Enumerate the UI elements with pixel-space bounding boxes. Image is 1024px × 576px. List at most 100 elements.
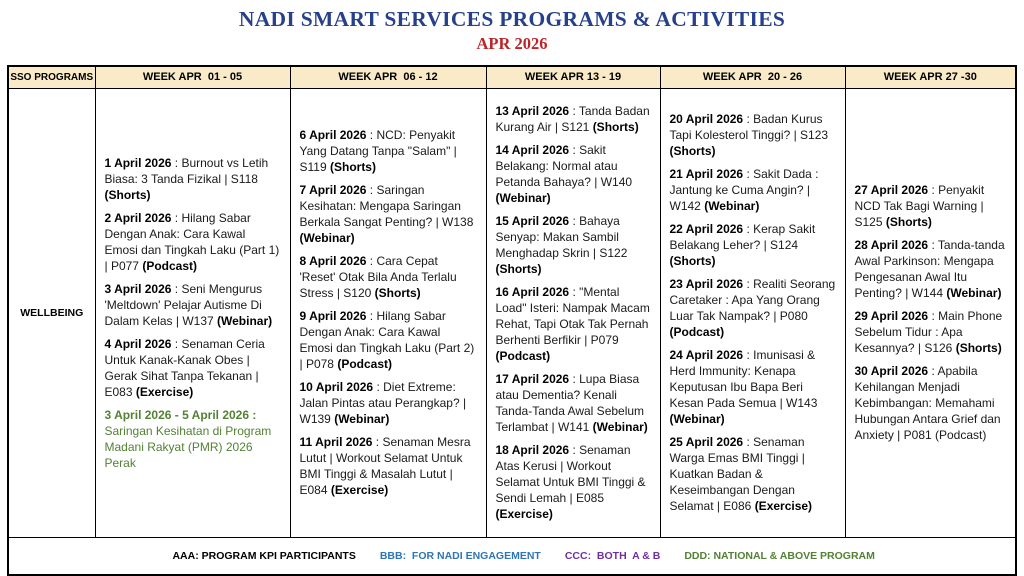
event-desc: : Main Phone Sebelum Tidur : Apa Kesanny… bbox=[854, 309, 1003, 355]
event-entry: 24 April 2026 : Imunisasi & Herd Immunit… bbox=[670, 347, 836, 427]
event-desc: : Realiti Seorang Caretaker : Apa Yang O… bbox=[669, 277, 836, 323]
event-tag: (Shorts) bbox=[104, 187, 151, 202]
column-header-week-2: WEEK APR 06 - 12 bbox=[289, 65, 487, 89]
week-5-cell: 27 April 2026 : Penyakit NCD Tak Bagi Wa… bbox=[844, 87, 1017, 538]
schedule-table: SSO PROGRAMS WEEK APR 01 - 05 WEEK APR 0… bbox=[7, 65, 1017, 576]
week-3-cell: 13 April 2026 : Tanda Badan Kurang Air |… bbox=[485, 87, 661, 538]
event-date: 22 April 2026 bbox=[669, 222, 744, 236]
week-1-cell: 1 April 2026 : Burnout vs Letih Biasa: 3… bbox=[94, 87, 291, 538]
event-date: 3 April 2026 bbox=[104, 281, 172, 296]
event-tag: (Webinar) bbox=[946, 286, 1002, 300]
event-tag: (Shorts) bbox=[374, 286, 421, 300]
column-header-week-5: WEEK APR 27 -30 bbox=[844, 65, 1017, 89]
event-date: 6 April 2026 bbox=[299, 128, 367, 142]
event-desc: : Tanda-tanda Awal Parkinson: Mengapa Pe… bbox=[854, 238, 1005, 300]
event-entry: 18 April 2026 : Senaman Atas Kerusi | Wo… bbox=[496, 442, 651, 522]
event-entry: 21 April 2026 : Sakit Dada : Jantung ke … bbox=[670, 166, 836, 214]
event-tag: (Shorts) bbox=[329, 160, 376, 174]
legend-item-ccc: CCC: BOTH A & B bbox=[564, 549, 661, 562]
event-tag: (Exercise) bbox=[495, 507, 553, 521]
event-desc: : Burnout vs Letih Biasa: 3 Tanda Fizika… bbox=[104, 155, 269, 186]
event-desc: : Badan Kurus Tapi Kolesterol Tinggi? | … bbox=[669, 112, 829, 142]
event-date: 29 April 2026 bbox=[854, 309, 929, 323]
event-entry: 25 April 2026 : Senaman Warga Emas BMI T… bbox=[670, 434, 836, 514]
event-desc: : "Mental Load" Isteri: Nampak Macam Reh… bbox=[495, 285, 650, 347]
event-entry: 15 April 2026 : Bahaya Senyap: Makan Sam… bbox=[496, 213, 651, 277]
event-entry: 2 April 2026 : Hilang Sabar Dengan Anak:… bbox=[105, 210, 281, 274]
event-entry: 23 April 2026 : Realiti Seorang Caretake… bbox=[670, 276, 836, 340]
event-desc: : Saringan Kesihatan: Mengapa Saringan B… bbox=[299, 183, 474, 229]
event-entry: 10 April 2026 : Diet Extreme: Jalan Pint… bbox=[300, 379, 477, 427]
legend-item-bbb: BBB: FOR NADI ENGAGEMENT bbox=[379, 549, 541, 562]
week-2-cell: 6 April 2026 : NCD: Penyakit Yang Datang… bbox=[289, 87, 487, 538]
event-entry: 28 April 2026 : Tanda-tanda Awal Parkins… bbox=[855, 237, 1007, 301]
event-date: 4 April 2026 bbox=[104, 336, 172, 351]
event-desc: Saringan Kesihatan di Program Madani Rak… bbox=[104, 423, 272, 470]
event-entry: 3 April 2026 : Seni Mengurus 'Meltdown' … bbox=[105, 281, 281, 329]
event-entry: 8 April 2026 : Cara Cepat 'Reset' Otak B… bbox=[300, 253, 477, 301]
column-header-week-3: WEEK APR 13 - 19 bbox=[485, 65, 661, 89]
event-desc: : Imunisasi & Herd Immunity: Kenapa Kepu… bbox=[669, 348, 818, 410]
event-date: 15 April 2026 bbox=[495, 214, 570, 228]
event-tag: (Exercise) bbox=[754, 499, 813, 513]
event-tag: (Shorts) bbox=[955, 341, 1002, 355]
event-entry-highlight: 3 April 2026 - 5 April 2026 : Saringan K… bbox=[105, 407, 281, 471]
column-header-week-4: WEEK APR 20 - 26 bbox=[659, 65, 846, 89]
legend-row: AAA: PROGRAM KPI PARTICIPANTS BBB: FOR NA… bbox=[7, 536, 1017, 575]
event-date: 3 April 2026 - 5 April 2026 : bbox=[104, 407, 257, 422]
event-tag: (Shorts) bbox=[495, 262, 542, 276]
event-desc: : Senaman Atas Kerusi | Workout Selamat … bbox=[495, 443, 646, 505]
event-tag: (Shorts) bbox=[669, 254, 716, 268]
wellbeing-row: WELLBEING 1 April 2026 : Burnout vs Leti… bbox=[7, 87, 1017, 538]
event-desc: : Cara Cepat 'Reset' Otak Bila Anda Terl… bbox=[299, 254, 457, 300]
event-entry: 4 April 2026 : Senaman Ceria Untuk Kanak… bbox=[105, 336, 281, 400]
event-date: 24 April 2026 bbox=[669, 348, 744, 362]
event-date: 11 April 2026 bbox=[299, 435, 373, 449]
event-date: 20 April 2026 bbox=[669, 112, 744, 126]
event-tag: (Exercise) bbox=[330, 483, 389, 497]
event-desc: : Senaman Ceria Untuk Kanak-Kanak Obes |… bbox=[104, 336, 265, 399]
event-date: 28 April 2026 bbox=[854, 238, 929, 252]
event-entry: 13 April 2026 : Tanda Badan Kurang Air |… bbox=[496, 103, 651, 135]
event-date: 13 April 2026 bbox=[495, 104, 570, 118]
event-tag: (Podcast) bbox=[337, 357, 393, 371]
event-desc: : Hilang Sabar Dengan Anak: Cara Kawal E… bbox=[104, 210, 280, 273]
event-tag: (Exercise) bbox=[135, 384, 194, 399]
event-date: 16 April 2026 bbox=[495, 285, 570, 299]
event-entry: 20 April 2026 : Badan Kurus Tapi Koleste… bbox=[670, 111, 836, 159]
event-desc: : Diet Extreme: Jalan Pintas atau Perang… bbox=[299, 380, 467, 426]
event-entry: 22 April 2026 : Kerap Sakit Belakang Leh… bbox=[670, 221, 836, 269]
event-desc: : Penyakit NCD Tak Bagi Warning | S125 bbox=[854, 183, 985, 229]
event-date: 9 April 2026 bbox=[299, 309, 367, 323]
event-desc: : Sakit Dada : Jantung ke Cuma Angin? | … bbox=[669, 167, 819, 213]
legend-item-aaa: AAA: PROGRAM KPI PARTICIPANTS bbox=[172, 549, 356, 562]
event-tag: (Shorts) bbox=[592, 120, 639, 134]
event-date: 18 April 2026 bbox=[495, 443, 570, 457]
event-desc: : Apabila Kehilangan Menjadi Kebimbangan… bbox=[854, 364, 1001, 442]
event-desc: : Bahaya Senyap: Makan Sambil Menghadap … bbox=[495, 214, 628, 260]
header-row: SSO PROGRAMS WEEK APR 01 - 05 WEEK APR 0… bbox=[7, 65, 1017, 89]
event-desc: : NCD: Penyakit Yang Datang Tanpa "Salam… bbox=[299, 128, 457, 174]
column-header-week-1: WEEK APR 01 - 05 bbox=[94, 65, 291, 89]
event-entry: 7 April 2026 : Saringan Kesihatan: Menga… bbox=[300, 182, 477, 246]
event-date: 23 April 2026 bbox=[669, 277, 744, 291]
event-date: 10 April 2026 bbox=[299, 380, 374, 394]
row-header-wellbeing: WELLBEING bbox=[7, 87, 96, 538]
legend-bar: AAA: PROGRAM KPI PARTICIPANTS BBB: FOR NA… bbox=[7, 536, 1017, 575]
event-tag: (Webinar) bbox=[592, 420, 648, 434]
event-tag: (Shorts) bbox=[669, 144, 716, 158]
event-tag: (Webinar) bbox=[299, 231, 355, 245]
event-desc: : Lupa Biasa atau Dementia? Kenali Tanda… bbox=[495, 372, 645, 434]
event-entry: 9 April 2026 : Hilang Sabar Dengan Anak:… bbox=[300, 308, 477, 372]
event-date: 8 April 2026 bbox=[299, 254, 367, 268]
event-tag: (Webinar) bbox=[669, 412, 725, 426]
event-date: 7 April 2026 bbox=[299, 183, 367, 197]
event-desc: : Hilang Sabar Dengan Anak: Cara Kawal E… bbox=[299, 309, 475, 371]
event-desc: : Tanda Badan Kurang Air | S121 bbox=[495, 104, 650, 134]
event-entry: 16 April 2026 : "Mental Load" Isteri: Na… bbox=[496, 284, 651, 364]
event-desc: : Kerap Sakit Belakang Leher? | S124 bbox=[669, 222, 816, 252]
event-entry: 30 April 2026 : Apabila Kehilangan Menja… bbox=[855, 363, 1007, 443]
event-date: 25 April 2026 bbox=[669, 435, 744, 449]
event-entry: 14 April 2026 : Sakit Belakang: Normal a… bbox=[496, 142, 651, 206]
event-desc: : Seni Mengurus 'Meltdown' Pelajar Autis… bbox=[104, 281, 263, 328]
